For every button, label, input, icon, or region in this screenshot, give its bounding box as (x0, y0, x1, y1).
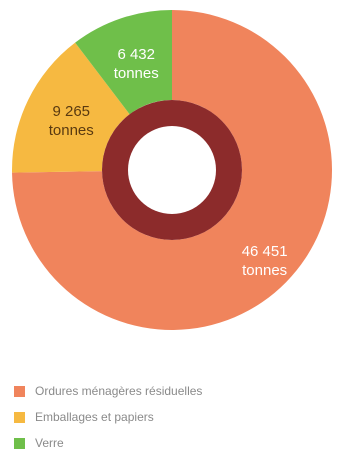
legend-label: Ordures ménagères résiduelles (35, 384, 203, 398)
value-label: 46 451 tonnes (241, 243, 288, 280)
legend-item: Emballages et papiers (14, 410, 154, 424)
legend-swatch (14, 437, 25, 449)
legend-label: Emballages et papiers (35, 410, 154, 424)
center-hole (128, 126, 216, 214)
legend-swatch (14, 411, 25, 423)
legend-item: Verre (14, 436, 64, 450)
legend-label: Verre (35, 436, 64, 450)
donut-segment (12, 10, 332, 330)
legend-swatch (14, 385, 25, 397)
legend-item: Ordures ménagères résiduelles (14, 384, 202, 398)
value-label: 6 432 tonnes (113, 45, 159, 82)
donut-segment (12, 42, 130, 173)
donut-segment (75, 10, 172, 115)
value-label: 9 265 tonnes (48, 103, 94, 140)
